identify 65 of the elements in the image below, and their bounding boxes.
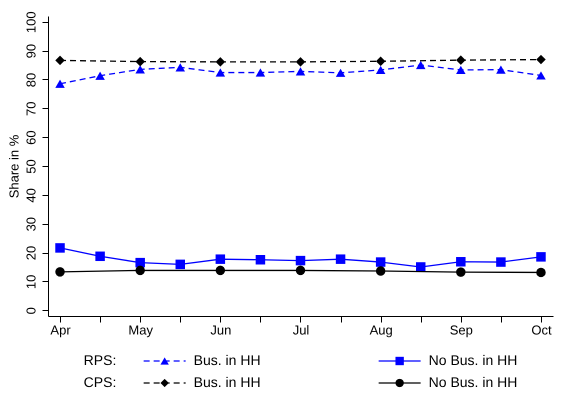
point — [456, 55, 466, 65]
y-tick-label: 80 — [24, 72, 38, 88]
point — [536, 268, 546, 278]
point — [55, 267, 65, 277]
point — [496, 257, 506, 267]
y-axis-title: Share in % — [6, 134, 22, 198]
point — [336, 254, 346, 264]
point — [95, 252, 105, 262]
point — [216, 57, 226, 67]
point — [176, 260, 186, 270]
y-tick-label: 70 — [24, 102, 38, 116]
point — [135, 56, 145, 66]
point — [336, 68, 346, 77]
x-tick-label: Oct — [531, 322, 552, 338]
point — [256, 255, 266, 264]
x-tick-label: Jun — [210, 322, 232, 338]
legend-label: Bus. in HH — [194, 352, 261, 368]
point — [416, 262, 426, 272]
point — [256, 68, 266, 77]
x-tick-label: Sep — [450, 322, 473, 338]
y-tick-label: 40 — [24, 188, 38, 203]
text: RPS: — [84, 352, 116, 368]
point — [135, 266, 145, 276]
y-tick-label: 0 — [24, 307, 38, 314]
point — [55, 80, 65, 88]
point — [376, 66, 386, 74]
y-tick-label: 60 — [24, 130, 38, 145]
point — [296, 67, 306, 76]
point — [416, 60, 426, 70]
text: CPS: — [84, 374, 116, 390]
point — [216, 266, 226, 276]
point — [135, 65, 145, 74]
point — [536, 54, 546, 64]
legend-label: Bus. in HH — [194, 374, 261, 390]
y-tick-label: 100 — [24, 11, 38, 34]
point — [536, 71, 546, 80]
y-tick-label: 10 — [24, 274, 38, 290]
point — [135, 258, 145, 268]
point — [95, 72, 105, 80]
point — [55, 243, 65, 253]
point — [376, 56, 386, 66]
point — [55, 56, 65, 66]
legend-label: No Bus. in HH — [428, 352, 518, 368]
point — [296, 266, 306, 276]
point — [296, 57, 306, 67]
point — [456, 257, 466, 267]
point — [296, 256, 306, 266]
x-tick-label: Apr — [50, 322, 72, 338]
y-tick-label: 50 — [24, 159, 38, 174]
legend-label: No Bus. in HH — [428, 374, 518, 390]
x-tick-label: May — [128, 322, 154, 338]
point — [456, 267, 466, 277]
x-tick-label: Aug — [370, 322, 393, 338]
point — [216, 68, 226, 77]
point — [176, 63, 186, 72]
point — [456, 66, 466, 74]
y-tick-label: 90 — [24, 44, 38, 58]
point — [536, 252, 546, 262]
point — [216, 254, 226, 264]
y-tick-label: 30 — [24, 216, 38, 232]
point — [376, 266, 386, 276]
point — [376, 257, 386, 267]
point — [496, 66, 506, 74]
x-tick-label: Jul — [292, 322, 310, 338]
y-tick-label: 20 — [24, 246, 38, 260]
